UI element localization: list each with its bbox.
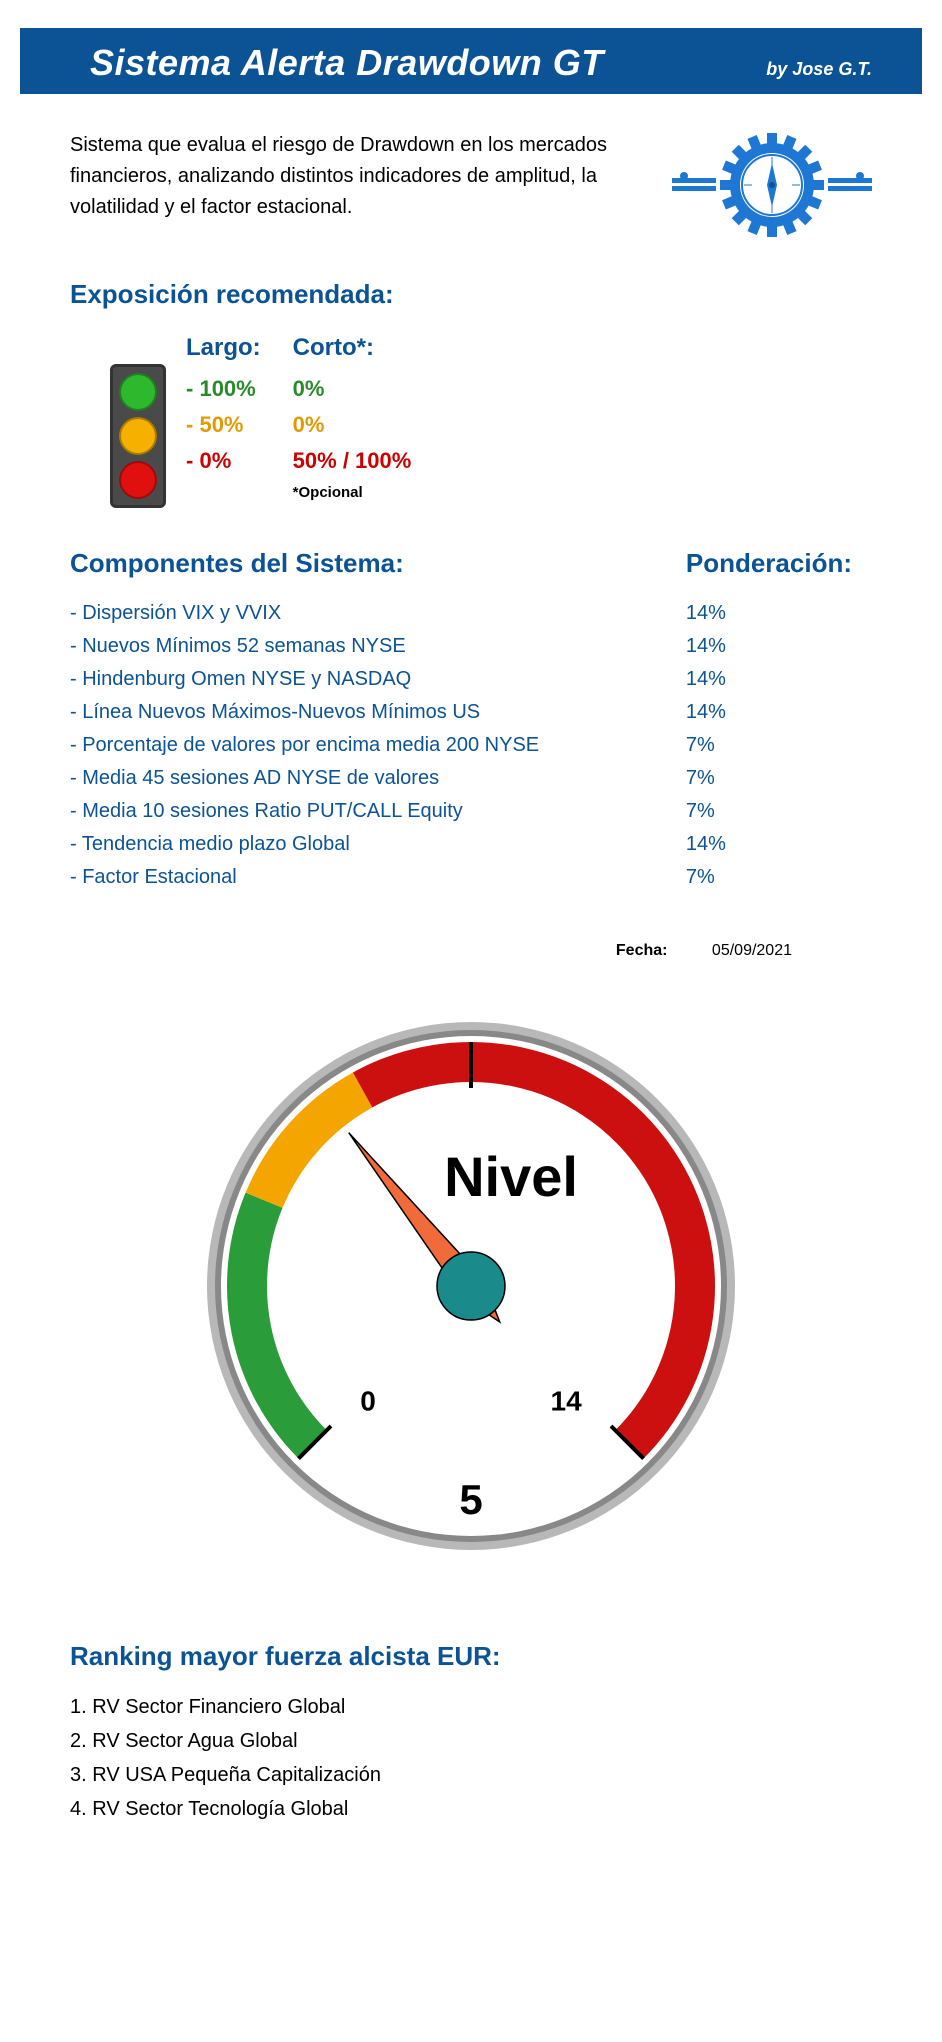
exposure-note: *Opcional: [293, 480, 442, 505]
ponderacion-item: 14%: [686, 828, 832, 861]
cell-short-2: 50% / 100%: [293, 444, 442, 478]
ponderacion-item: 7%: [686, 729, 832, 762]
cell-short-0: 0%: [293, 372, 442, 406]
ponderacion-item: 14%: [686, 597, 832, 630]
intro-text: Sistema que evalua el riesgo de Drawdown…: [70, 130, 652, 223]
date-label: Fecha:: [616, 942, 668, 959]
ponderacion-item: 14%: [686, 630, 832, 663]
component-item: Factor Estacional: [70, 861, 539, 894]
svg-text:Nivel: Nivel: [444, 1145, 578, 1208]
ponderacion-item: 7%: [686, 795, 832, 828]
author-label: by Jose G.T.: [766, 59, 872, 80]
exposure-title: Exposición recomendada:: [70, 279, 872, 310]
component-item: Hindenburg Omen NYSE y NASDAQ: [70, 663, 539, 696]
ranking-list: 1. RV Sector Financiero Global2. RV Sect…: [70, 1690, 872, 1826]
ranking-item: 4. RV Sector Tecnología Global: [70, 1792, 872, 1826]
intro-row: Sistema que evalua el riesgo de Drawdown…: [70, 130, 872, 245]
exposure-block: Largo: Corto*: - 100% 0% - 50% 0% - 0% 5…: [110, 328, 872, 508]
cell-long-2: - 0%: [186, 444, 291, 478]
ponderacion-item: 14%: [686, 696, 832, 729]
components-list: Dispersión VIX y VVIXNuevos Mínimos 52 s…: [70, 597, 539, 894]
ponderacion-title: Ponderación:: [686, 548, 872, 579]
component-item: Dispersión VIX y VVIX: [70, 597, 539, 630]
date-row: Fecha: 05/09/2021: [70, 942, 872, 960]
traffic-light-icon: [110, 364, 166, 508]
exposure-table: Largo: Corto*: - 100% 0% - 50% 0% - 0% 5…: [184, 328, 443, 507]
ranking-item: 1. RV Sector Financiero Global: [70, 1690, 872, 1724]
page-title: Sistema Alerta Drawdown GT: [90, 42, 604, 84]
gear-compass-icon: [672, 130, 872, 245]
ponderacion-item: 14%: [686, 663, 832, 696]
col-long: Largo:: [186, 330, 291, 370]
col-short: Corto*:: [293, 330, 442, 370]
lamp-green: [119, 373, 157, 411]
ponderacion-item: 7%: [686, 762, 832, 795]
ranking-title: Ranking mayor fuerza alcista EUR:: [70, 1641, 872, 1672]
component-item: Media 45 sesiones AD NYSE de valores: [70, 762, 539, 795]
component-item: Nuevos Mínimos 52 semanas NYSE: [70, 630, 539, 663]
lamp-amber: [119, 417, 157, 455]
component-item: Porcentaje de valores por encima media 2…: [70, 729, 539, 762]
component-item: Línea Nuevos Máximos-Nuevos Mínimos US: [70, 696, 539, 729]
ranking-item: 3. RV USA Pequeña Capitalización: [70, 1758, 872, 1792]
header-bar: Sistema Alerta Drawdown GT by Jose G.T.: [20, 28, 922, 94]
cell-long-0: - 100%: [186, 372, 291, 406]
svg-text:0: 0: [360, 1386, 376, 1417]
component-item: Media 10 sesiones Ratio PUT/CALL Equity: [70, 795, 539, 828]
component-item: Tendencia medio plazo Global: [70, 828, 539, 861]
date-value: 05/09/2021: [712, 942, 792, 959]
svg-text:14: 14: [551, 1386, 583, 1417]
ponderacion-item: 7%: [686, 861, 832, 894]
ranking-item: 2. RV Sector Agua Global: [70, 1724, 872, 1758]
cell-long-1: - 50%: [186, 408, 291, 442]
components-block: Componentes del Sistema: Dispersión VIX …: [70, 548, 872, 894]
components-title: Componentes del Sistema:: [70, 548, 539, 579]
gauge-chart: 0 14 Nivel 5: [70, 996, 872, 1581]
svg-text:5: 5: [459, 1476, 482, 1523]
cell-short-1: 0%: [293, 408, 442, 442]
ponderacion-list: 14%14%14%14%7%7%7%14%7%: [686, 597, 872, 894]
lamp-red: [119, 461, 157, 499]
